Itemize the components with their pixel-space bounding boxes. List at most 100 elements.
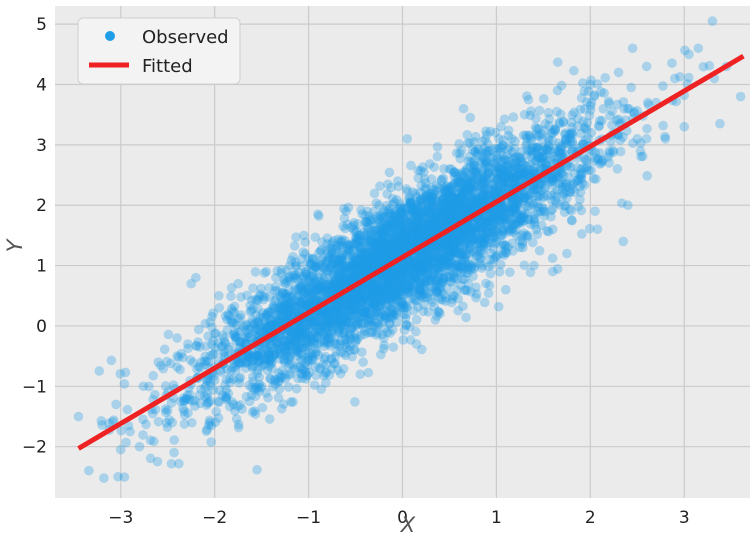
- observed-point: [528, 214, 539, 225]
- observed-point: [456, 177, 467, 188]
- observed-point: [512, 194, 522, 205]
- observed-point: [474, 218, 485, 229]
- observed-point: [244, 396, 255, 407]
- observed-point: [254, 379, 265, 390]
- observed-point: [446, 233, 456, 244]
- observed-point: [465, 264, 476, 275]
- observed-point: [485, 214, 496, 224]
- observed-point: [523, 214, 534, 225]
- observed-point: [368, 289, 378, 300]
- observed-point: [387, 309, 398, 319]
- observed-point: [331, 278, 341, 289]
- observed-point: [491, 174, 502, 184]
- observed-point: [399, 235, 409, 245]
- observed-point: [294, 327, 304, 338]
- observed-point: [297, 286, 308, 296]
- observed-point: [321, 245, 331, 256]
- observed-point: [411, 237, 422, 247]
- observed-point: [410, 272, 421, 282]
- observed-point: [417, 250, 428, 261]
- observed-point: [272, 340, 283, 350]
- observed-point: [473, 170, 484, 180]
- observed-point: [454, 242, 465, 253]
- observed-point: [320, 308, 330, 318]
- observed-point: [532, 229, 543, 240]
- observed-point: [381, 226, 392, 237]
- observed-point: [309, 380, 320, 390]
- observed-point: [520, 167, 530, 177]
- observed-point: [259, 322, 270, 333]
- observed-point: [475, 214, 485, 224]
- observed-point: [332, 365, 343, 375]
- observed-point: [350, 397, 360, 407]
- observed-point: [156, 360, 166, 371]
- observed-point: [430, 275, 441, 286]
- observed-point: [194, 390, 205, 401]
- observed-point: [389, 246, 400, 257]
- observed-point: [252, 351, 262, 362]
- observed-point: [588, 173, 599, 184]
- observed-point: [444, 265, 455, 276]
- observed-point: [270, 295, 280, 306]
- observed-point: [169, 435, 180, 445]
- observed-point: [557, 191, 568, 202]
- observed-point: [148, 436, 159, 447]
- observed-point: [557, 148, 568, 158]
- observed-point: [379, 249, 389, 259]
- observed-point: [310, 327, 320, 338]
- observed-point: [220, 380, 230, 390]
- observed-point: [509, 153, 520, 163]
- observed-point: [515, 169, 526, 180]
- observed-point: [424, 207, 434, 218]
- observed-point: [450, 236, 461, 247]
- observed-point: [161, 418, 172, 428]
- observed-point: [305, 331, 316, 342]
- observed-point: [356, 252, 367, 262]
- observed-point: [366, 226, 376, 237]
- observed-point: [500, 155, 510, 165]
- observed-point: [482, 158, 493, 168]
- observed-point: [416, 277, 426, 288]
- observed-point: [318, 311, 328, 321]
- observed-point: [429, 253, 440, 264]
- observed-point: [432, 259, 442, 269]
- observed-point: [291, 261, 301, 272]
- observed-point: [537, 178, 547, 189]
- observed-point: [94, 366, 105, 376]
- observed-point: [290, 272, 301, 283]
- observed-point: [378, 230, 389, 241]
- observed-point: [572, 175, 582, 186]
- observed-point: [437, 261, 448, 271]
- observed-point: [393, 213, 404, 224]
- observed-point: [150, 389, 160, 400]
- observed-point: [498, 212, 508, 222]
- observed-point: [426, 209, 437, 219]
- observed-point: [580, 155, 591, 165]
- observed-point: [420, 227, 431, 238]
- observed-point: [289, 241, 300, 251]
- observed-point: [365, 313, 375, 324]
- observed-point: [355, 311, 366, 321]
- observed-point: [429, 162, 439, 172]
- observed-point: [214, 385, 225, 396]
- observed-point: [421, 219, 431, 229]
- observed-point: [459, 230, 469, 240]
- observed-point: [415, 228, 426, 239]
- observed-point: [325, 308, 336, 318]
- observed-point: [367, 239, 378, 249]
- observed-point: [248, 283, 258, 293]
- observed-point: [420, 178, 431, 188]
- observed-point: [249, 406, 260, 416]
- observed-point: [478, 174, 488, 185]
- observed-point: [576, 174, 586, 184]
- observed-point: [512, 209, 523, 220]
- observed-point: [455, 186, 466, 197]
- observed-point: [372, 286, 382, 297]
- observed-point: [356, 305, 367, 316]
- observed-point: [420, 191, 431, 202]
- observed-point: [389, 197, 400, 207]
- observed-point: [258, 308, 268, 318]
- observed-point: [400, 234, 410, 245]
- observed-point: [550, 125, 560, 135]
